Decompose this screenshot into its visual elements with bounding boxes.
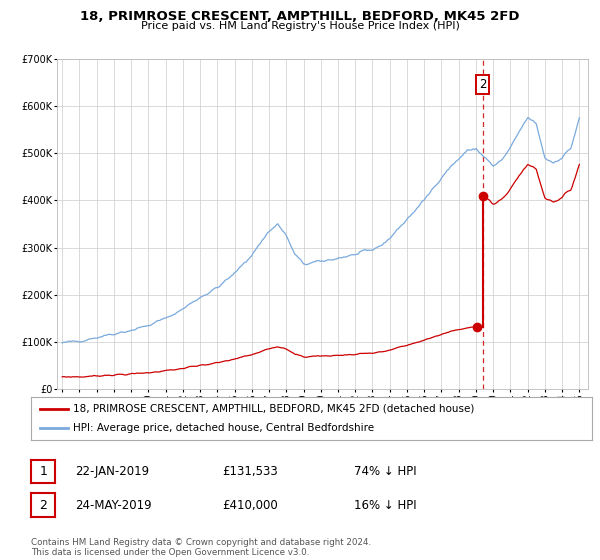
Text: Contains HM Land Registry data © Crown copyright and database right 2024.
This d: Contains HM Land Registry data © Crown c… xyxy=(31,538,371,557)
Text: 2: 2 xyxy=(479,78,487,91)
Text: 18, PRIMROSE CRESCENT, AMPTHILL, BEDFORD, MK45 2FD: 18, PRIMROSE CRESCENT, AMPTHILL, BEDFORD… xyxy=(80,10,520,23)
Text: 16% ↓ HPI: 16% ↓ HPI xyxy=(354,498,416,512)
Text: £410,000: £410,000 xyxy=(222,498,278,512)
Text: 18, PRIMROSE CRESCENT, AMPTHILL, BEDFORD, MK45 2FD (detached house): 18, PRIMROSE CRESCENT, AMPTHILL, BEDFORD… xyxy=(73,404,475,413)
Text: 74% ↓ HPI: 74% ↓ HPI xyxy=(354,465,416,478)
Text: 24-MAY-2019: 24-MAY-2019 xyxy=(75,498,152,512)
Text: 2: 2 xyxy=(39,498,47,512)
Text: 1: 1 xyxy=(39,465,47,478)
Text: Price paid vs. HM Land Registry's House Price Index (HPI): Price paid vs. HM Land Registry's House … xyxy=(140,21,460,31)
Text: £131,533: £131,533 xyxy=(222,465,278,478)
Text: HPI: Average price, detached house, Central Bedfordshire: HPI: Average price, detached house, Cent… xyxy=(73,423,374,433)
Text: 22-JAN-2019: 22-JAN-2019 xyxy=(75,465,149,478)
